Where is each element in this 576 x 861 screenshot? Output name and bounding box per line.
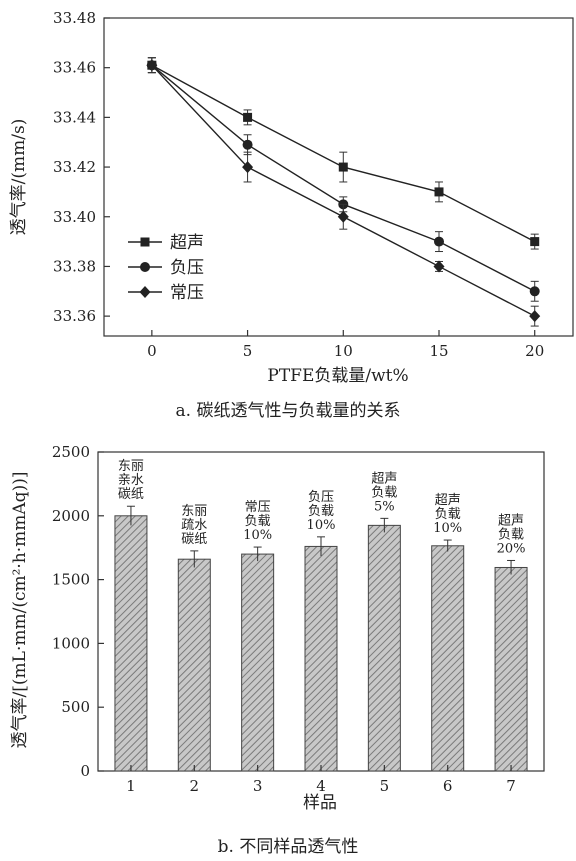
chart-b-caption: b. 不同样品透气性 [218, 837, 359, 857]
chart-a: 33.36 33.38 33.40 33.42 33.44 33.46 33.48 0 5 10… [9, 9, 574, 421]
chart-b-bar-annotation: 超声 [435, 493, 461, 508]
chart-a-point [242, 139, 253, 150]
chart-b-bar-annotation: 负载 [245, 514, 271, 529]
chart-a-series-line [151, 64, 536, 317]
chart-b-x-ticks: 1 2 3 4 5 6 7 [126, 765, 516, 795]
chart-b-bar-annotation: 亲水 [118, 473, 144, 488]
chart-a-point [434, 187, 444, 197]
chart-b-y-ticks: 0 500 1000 1500 2000 2500 [52, 443, 104, 780]
chart-b-bar-annotation: 20% [497, 541, 526, 556]
chart-b-bar-annotation: 东丽 [181, 504, 207, 519]
chart-a-point [242, 161, 254, 174]
chart-a-legend-label: 负压 [170, 258, 204, 278]
chart-b-bar-annotation: 疏水 [181, 518, 207, 533]
chart-a-y-tick-label: 33.48 [53, 9, 96, 27]
chart-a-series [146, 57, 541, 327]
chart-b-bar [304, 545, 338, 772]
chart-b-y-tick-label: 1500 [52, 571, 90, 589]
chart-b-bar-annotation: 负载 [435, 507, 461, 522]
chart-a-caption: a. 碳纸透气性与负载量的关系 [176, 401, 401, 421]
chart-a-x-tick-label: 10 [334, 342, 353, 360]
chart-b-bar-annotation: 东丽 [118, 459, 144, 474]
chart-a-series-3 [146, 57, 541, 327]
chart-b-y-tick-label: 2500 [52, 443, 90, 461]
chart-b-x-tick-label: 4 [316, 777, 326, 795]
chart-a-x-ticks: 0 5 10 15 20 [147, 330, 544, 360]
chart-b-bar [241, 553, 275, 772]
chart-b-x-tick-label: 3 [253, 777, 263, 795]
chart-a-y-tick-label: 33.40 [53, 208, 96, 226]
chart-a-point [433, 260, 445, 273]
chart-a-legend-marker [140, 237, 150, 247]
chart-b-bar-annotation: 碳纸 [181, 532, 207, 547]
chart-b-bar-annotation: 10% [307, 518, 336, 533]
chart-b-bar [114, 515, 148, 772]
chart-b-x-axis-label: 样品 [303, 793, 337, 813]
chart-a-y-tick-label: 33.42 [53, 158, 96, 176]
chart-a-point [337, 210, 349, 223]
chart-a-y-tick-label: 33.36 [53, 307, 96, 325]
chart-a-point [243, 112, 253, 122]
chart-b-x-tick-label: 2 [190, 777, 200, 795]
chart-a-legend-label: 常压 [170, 283, 204, 303]
chart-a-point [529, 286, 540, 297]
chart-a-point [529, 310, 541, 323]
chart-b-bar-annotation: 超声 [371, 471, 397, 486]
chart-a-point [146, 59, 158, 72]
chart-b-y-tick-label: 500 [61, 698, 90, 716]
chart-b-bar-annotation: 10% [243, 528, 272, 543]
chart-b-y-axis-label: 透气率/[(mL·mm/(cm²·h·mmAq))] [10, 472, 30, 749]
chart-b-bar-annotation: 负载 [371, 485, 397, 500]
chart-b-y-tick-label: 1000 [52, 634, 90, 652]
chart-a-plot-frame [103, 17, 574, 337]
chart-b-bar-annotation: 碳纸 [118, 487, 144, 502]
chart-b-x-tick-label: 6 [443, 777, 453, 795]
chart-a-x-tick-label: 5 [243, 342, 253, 360]
chart-b-bar-annotation: 10% [433, 521, 462, 536]
chart-a-legend-label: 超声 [170, 233, 204, 253]
chart-b-bar-annotation: 超声 [498, 513, 524, 528]
chart-a-x-tick-label: 20 [525, 342, 544, 360]
chart-a-x-tick-label: 0 [147, 342, 157, 360]
chart-b-bar [367, 524, 401, 772]
chart-b-y-tick-label: 0 [80, 762, 90, 780]
chart-a-point [338, 162, 348, 172]
chart-a-y-tick-label: 33.46 [53, 59, 96, 77]
chart-b-x-tick-label: 7 [506, 777, 516, 795]
chart-b-bar [431, 545, 465, 772]
chart-b-y-tick-label: 2000 [52, 507, 90, 525]
chart-a-point [434, 236, 444, 247]
chart-b-bar-annotation: 常压 [245, 500, 271, 515]
chart-a-x-axis-label: PTFE负载量/wt% [267, 366, 408, 386]
chart-b-bar-annotation: 负载 [308, 504, 334, 519]
chart-b-x-tick-label: 5 [380, 777, 390, 795]
chart-a-y-tick-label: 33.44 [53, 108, 96, 126]
chart-a-y-axis-label: 透气率/(mm/s) [9, 119, 29, 236]
chart-b-bar-annotation: 5% [374, 499, 395, 514]
chart-a-point [530, 237, 540, 247]
chart-b-x-tick-label: 1 [126, 777, 136, 795]
chart-a-legend-marker [140, 262, 150, 272]
chart-a-legend-marker [139, 286, 151, 298]
chart-a-x-tick-label: 15 [429, 342, 448, 360]
chart-b-bar-annotation: 负载 [498, 527, 524, 542]
chart-a-y-ticks: 33.36 33.38 33.40 33.42 33.44 33.46 33.48 [53, 9, 110, 325]
chart-b-bar [494, 566, 528, 772]
chart-b-bar [177, 558, 211, 772]
chart-a-y-tick-label: 33.38 [53, 257, 96, 275]
chart-b-bar-annotation: 负压 [308, 490, 334, 505]
